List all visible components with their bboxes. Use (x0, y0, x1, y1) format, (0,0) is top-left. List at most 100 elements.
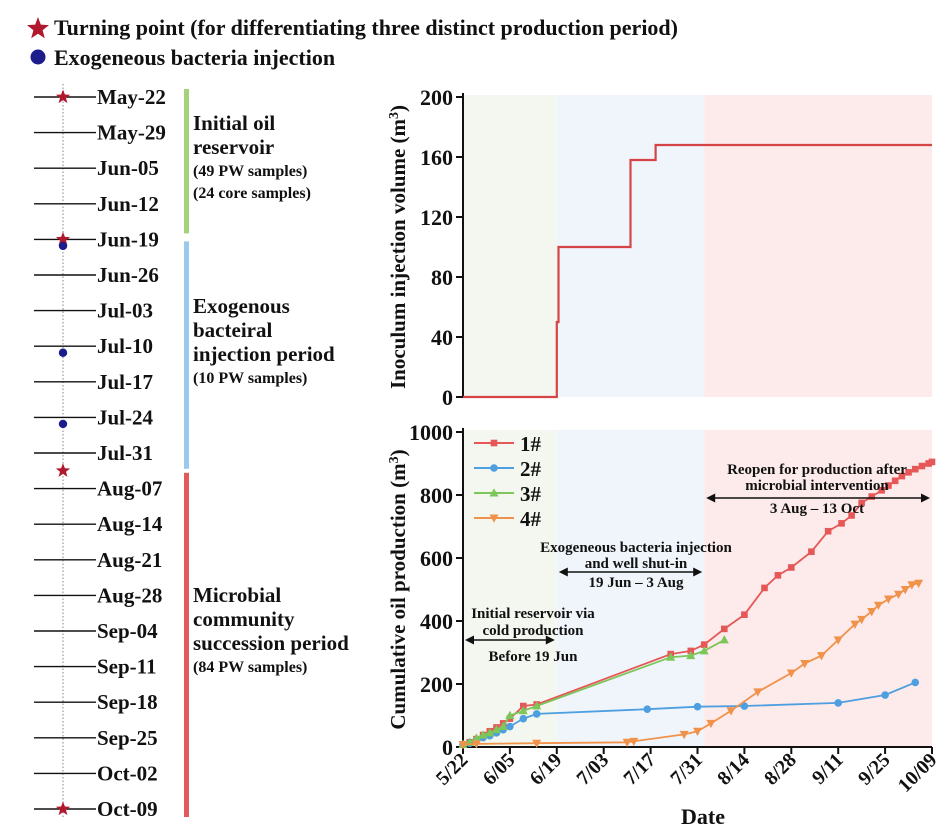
data-point-3 (478, 730, 488, 739)
background-region (556, 430, 705, 747)
arrow-head-right-icon (545, 635, 555, 645)
timeline-date-label: May-29 (97, 121, 166, 145)
y-tick-label: 1000 (409, 420, 453, 445)
y-tick-label: 200 (420, 672, 453, 697)
data-point-4 (833, 636, 843, 645)
data-point-4 (857, 615, 867, 625)
timeline-date-label: May-22 (97, 85, 166, 109)
data-point-1 (858, 499, 865, 507)
y-tick-label: 600 (420, 546, 453, 571)
timeline-date-label: Sep-25 (97, 726, 158, 750)
x-tick-label: 7/17 (619, 749, 660, 790)
y-tick-label: 80 (431, 265, 453, 290)
data-point-1 (898, 472, 906, 480)
arrow-head-right-icon (921, 493, 930, 503)
turning-point-star-icon (55, 231, 71, 246)
data-point-4 (532, 739, 542, 749)
data-point-1 (928, 458, 936, 466)
data-point-1 (761, 584, 768, 592)
data-point-4 (900, 586, 910, 595)
period-note: (10 PW samples) (193, 370, 307, 387)
annotation-date-range: 3 Aug – 13 Oct (770, 501, 864, 517)
data-point-4 (873, 601, 883, 611)
data-point-1 (721, 625, 728, 633)
data-point-3 (699, 646, 709, 655)
annotation-text: Initial reservoir via (471, 606, 595, 622)
data-point-4 (471, 740, 481, 749)
data-point-4 (706, 719, 716, 729)
data-point-4 (726, 707, 736, 716)
data-point-2 (519, 714, 528, 723)
data-point-4 (800, 660, 810, 669)
timeline-date-label: Jul-10 (97, 334, 153, 358)
data-point-2 (532, 710, 541, 718)
timeline-date-label: Aug-21 (97, 548, 162, 572)
data-point-1 (788, 564, 795, 571)
data-point-2 (506, 722, 514, 731)
data-point-1 (848, 512, 855, 519)
legend-marker (489, 514, 499, 523)
arrow-head-left-icon (558, 567, 568, 577)
data-point-1 (911, 465, 919, 473)
y-tick-label: 40 (431, 325, 453, 350)
data-point-4 (850, 620, 860, 629)
annotation-text: microbial intervention (745, 478, 889, 494)
data-point-4 (458, 740, 468, 750)
background-region (463, 95, 557, 397)
y-tick-label: 200 (420, 85, 453, 110)
arrow-head-right-icon (693, 567, 703, 577)
data-point-3 (471, 733, 481, 742)
arrow-head-left-icon (465, 635, 474, 645)
annotation-text: cold production (483, 623, 585, 639)
data-point-1 (700, 641, 708, 648)
data-point-4 (622, 738, 632, 748)
x-tick-label: 8/28 (760, 749, 801, 790)
data-point-2 (911, 678, 920, 687)
bacteria-injection-dot-icon (58, 348, 68, 357)
data-point-3 (498, 721, 508, 731)
period-title-line: reservoir (193, 135, 274, 159)
x-tick-label: 6/19 (526, 749, 567, 790)
arrow-head-left-icon (706, 493, 716, 503)
background-region (704, 95, 932, 397)
timeline-date-label: Jun-19 (97, 227, 159, 251)
data-point-3 (492, 724, 501, 734)
y-tick-label: 0 (442, 385, 453, 410)
timeline-date-label: Aug-28 (97, 583, 162, 607)
x-tick-label: 9/11 (808, 749, 848, 789)
data-point-1 (824, 527, 832, 535)
legend-marker (490, 439, 498, 447)
period-note: (24 core samples) (193, 185, 311, 202)
period-bar-initial (184, 89, 189, 234)
dot-icon (30, 49, 46, 70)
timeline-date-label: Sep-04 (97, 619, 158, 643)
y-axis-label: Inoculum injection volume (m3) (386, 105, 410, 389)
top-legend: Turning point (for differentiating three… (0, 0, 948, 80)
star-icon (26, 16, 50, 45)
data-point-1 (891, 477, 899, 485)
y-tick-label: 160 (420, 145, 453, 170)
bacteria-injection-dot-icon (58, 241, 68, 251)
legend-marker (489, 488, 499, 497)
period-note: (49 PW samples) (193, 163, 307, 180)
data-point-4 (816, 652, 826, 661)
data-point-1 (878, 486, 886, 494)
timeline-date-label: Jul-24 (97, 405, 154, 429)
data-point-3 (505, 710, 515, 719)
period-title-line: Exogenous (193, 294, 290, 318)
timeline-date-label: Jul-31 (97, 441, 153, 465)
background-region (463, 430, 557, 747)
legend-injection-label: Exogeneous bacteria injection (54, 45, 336, 70)
data-point-4 (907, 581, 917, 590)
series-line-inoculum (463, 143, 932, 399)
timeline-panel: May-22 May-29 Jun-05 Jun-12 Jun-19 Jun-26 Jul-… (34, 84, 349, 821)
x-tick-label: 9/25 (854, 749, 895, 790)
x-axis-label: Date (681, 804, 725, 829)
annotation-date-range: 19 Jun – 3 Aug (588, 575, 684, 591)
annotation-text: Reopen for production after (727, 462, 907, 478)
x-tick-label: 7/03 (573, 749, 614, 790)
timeline-date-label: Jun-26 (97, 263, 159, 287)
y-tick-label: 800 (420, 483, 453, 508)
data-point-4 (894, 590, 903, 600)
period-title-line: bacteiral (193, 318, 272, 342)
